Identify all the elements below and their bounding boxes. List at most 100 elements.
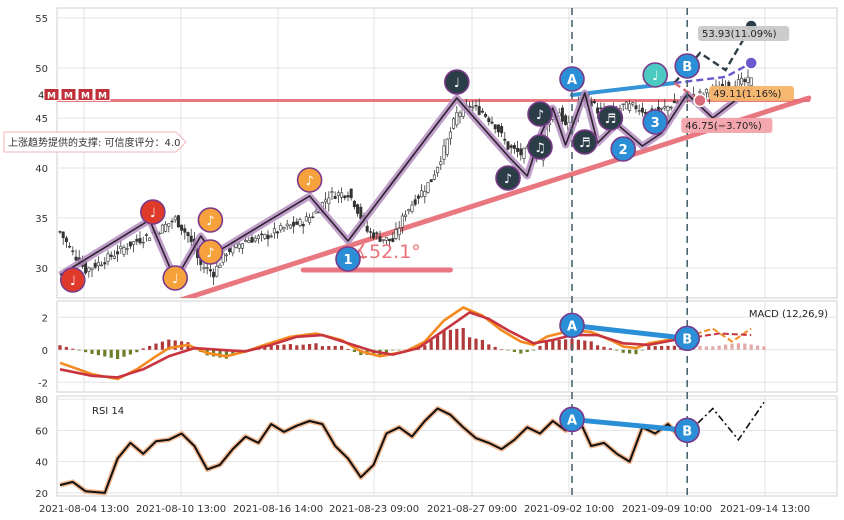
candle-body [221,252,225,263]
macd-histogram-bar [448,329,452,350]
x-tick-label: 2021-08-10 13:00 [136,504,226,515]
candle-body [138,238,142,244]
candle-body [404,214,408,217]
candle-body [240,243,244,249]
marker-glyph: ♩ [150,206,156,221]
macd-panel [58,306,766,381]
macd-histogram-bar [135,349,139,353]
macd-histogram-bar-projected [724,344,728,350]
candle-body [170,220,174,223]
candle-body [87,267,91,272]
candle-body [343,195,347,199]
candle-body [560,107,564,122]
marker-glyph: ♪ [305,174,313,189]
candle-body [256,235,260,239]
marker-glyph: ♬ [579,136,591,151]
macd-divergence-line [569,322,690,341]
candle-body [141,241,145,244]
candle-body [426,182,430,193]
legend-badge [77,88,94,101]
candle-body [378,236,382,242]
macd-histogram-bar [634,349,638,355]
macd-histogram-bar [397,349,401,351]
support-label-box [3,131,187,153]
candle-body [311,216,315,218]
rsi-projection [686,401,765,442]
candle-body [276,231,280,234]
candle-body [746,76,750,83]
macd-histogram-bar [314,343,318,350]
candle-body [439,161,443,165]
macd-histogram-bar [103,349,107,357]
macd-histogram-bar [653,346,657,350]
macd-histogram-bar [90,349,94,354]
marker-circle [610,136,637,162]
marker-letter: A [559,66,585,92]
projection-end-dot [693,93,707,108]
candle-body [349,188,353,199]
macd-y-tick-label: 2 [42,313,48,324]
marker-glyph: ♫ [534,141,546,156]
candle-body [330,191,334,194]
angle-label: ∡52.1° [352,241,421,263]
candle-body [346,195,350,198]
macd-histogram-bar [487,344,491,350]
candle-body [368,231,372,233]
macd-histogram-bar-projected [736,343,740,350]
marker-circle [571,129,598,155]
marker-glyph: ♪ [206,214,214,229]
marker-note: ♬ [571,129,598,155]
macd-histogram-bar [608,348,612,350]
candle-body [628,103,632,111]
macd-histogram-bar [660,345,664,350]
candle-body [144,234,148,236]
macd-histogram-bar [557,339,561,350]
marker-number: 1 [335,246,361,272]
macd-histogram-bar [231,349,235,356]
rsi-y-tick-label: 80 [35,395,48,406]
candle-body [471,106,475,109]
legend-badge-letter: M [64,92,73,102]
candle-body [327,197,331,205]
candle-body [455,112,459,126]
macd-histogram-bar-projected [762,346,766,350]
projection-end-dot [744,56,758,70]
candle-body [512,145,516,149]
marker-circle [642,109,669,135]
marker-note: ♪ [197,207,224,233]
rsi-y-tick-label: 60 [35,426,48,437]
macd-histogram-bar [160,341,164,350]
macd-histogram-bar-projected [743,343,747,350]
candle-body [215,266,219,277]
candle-body [634,105,638,110]
divergence-vertical-lines [571,8,689,496]
macd-histogram-bar [512,349,516,352]
rsi-label: RSI 14 [92,406,124,417]
macd-histogram-bar [519,349,523,354]
macd-histogram-bar [84,349,88,353]
macd-histogram-bar [576,339,580,350]
candle-body [365,225,369,232]
projection-badge [681,118,773,133]
candle-body [208,269,212,272]
x-tick-label: 2021-08-04 13:00 [39,504,129,515]
candle-body [631,102,635,105]
marker-circle [197,207,224,233]
candle-body [749,77,753,87]
candle-body [375,232,379,235]
candle-body [493,124,497,130]
marker-note: ♪ [197,239,224,265]
candle-body [432,174,436,180]
candle-body [100,264,104,267]
candle-body [394,229,398,239]
macd-histogram-bar [301,344,305,350]
candle-body [669,106,673,109]
candle-body [420,190,424,198]
candle-body [359,206,363,219]
candle-body [487,117,491,122]
candle-body [125,248,129,250]
candle-body [458,112,462,117]
candle-body [119,245,123,250]
rsi-divergence-line [569,416,690,433]
candle-body [186,232,190,237]
